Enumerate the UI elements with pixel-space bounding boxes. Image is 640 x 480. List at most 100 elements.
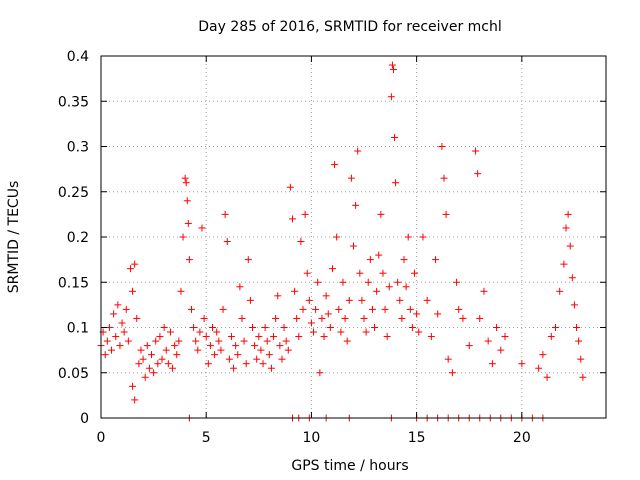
data-point: [387, 93, 395, 101]
data-point: [423, 296, 431, 304]
data-point: [419, 233, 427, 241]
data-point: [194, 346, 202, 354]
data-point: [219, 305, 227, 313]
data-point: [227, 333, 235, 341]
y-tick-label: 0.4: [67, 49, 89, 65]
data-point: [570, 301, 578, 309]
data-point: [362, 328, 370, 336]
data-point: [389, 66, 397, 74]
data-point: [192, 337, 200, 345]
x-tick-label: 10: [303, 430, 321, 446]
data-point: [501, 333, 509, 341]
data-point: [259, 360, 267, 368]
y-tick-label: 0.2: [67, 230, 89, 246]
data-point: [303, 269, 311, 277]
data-point: [312, 305, 320, 313]
data-point: [182, 179, 190, 187]
data-point: [183, 197, 191, 205]
y-tick-label: 0.3: [67, 140, 89, 156]
data-point: [238, 314, 246, 322]
data-point: [579, 373, 587, 381]
data-point: [518, 360, 526, 368]
data-point: [562, 224, 570, 232]
data-point: [493, 324, 501, 331]
data-point: [343, 337, 351, 345]
data-point: [291, 287, 299, 295]
data-point: [101, 351, 109, 359]
data-point: [568, 274, 576, 282]
data-point: [175, 337, 183, 345]
data-point: [391, 133, 399, 141]
data-point: [347, 174, 355, 182]
y-axis-label: SRMTID / TECUs: [6, 181, 22, 294]
data-point: [263, 337, 271, 345]
data-point: [152, 337, 160, 345]
data-point: [158, 355, 166, 363]
data-point: [427, 333, 435, 341]
data-point: [392, 179, 400, 187]
data-point: [373, 287, 381, 295]
y-tick-label: 0.35: [58, 94, 89, 110]
data-point: [564, 210, 572, 218]
data-point: [137, 346, 145, 354]
data-point: [126, 265, 134, 273]
data-point: [272, 314, 280, 322]
data-point: [406, 305, 414, 313]
data-point: [215, 337, 223, 345]
data-point: [105, 324, 113, 331]
data-point: [404, 233, 412, 241]
data-point: [162, 346, 170, 354]
data-point: [394, 278, 402, 286]
data-point: [465, 342, 473, 350]
data-point: [497, 346, 505, 354]
data-point: [198, 224, 206, 232]
data-point: [552, 324, 559, 331]
data-point: [358, 296, 366, 304]
data-point: [301, 210, 309, 218]
data-point: [242, 360, 250, 368]
data-point: [335, 305, 343, 313]
y-tick-label: 0.25: [58, 185, 89, 201]
data-point: [223, 238, 231, 246]
data-point: [184, 219, 192, 227]
data-point: [286, 183, 294, 191]
data-point: [415, 328, 423, 336]
data-point: [187, 305, 195, 313]
data-point: [476, 314, 484, 322]
y-tick-label: 0.15: [58, 275, 89, 291]
data-point: [103, 337, 111, 345]
data-point: [122, 305, 130, 313]
data-point: [112, 333, 120, 341]
data-point: [253, 355, 261, 363]
data-point: [246, 296, 254, 304]
data-point: [209, 324, 217, 331]
data-point: [255, 333, 263, 341]
data-point: [438, 143, 446, 150]
data-point: [472, 147, 480, 155]
data-point: [383, 333, 391, 341]
data-point: [455, 305, 463, 313]
data-point: [398, 314, 406, 322]
data-point: [139, 355, 147, 363]
data-point: [333, 233, 341, 241]
data-point: [400, 256, 408, 264]
data-point: [114, 301, 122, 309]
data-point: [360, 314, 368, 322]
data-point: [371, 324, 379, 331]
data-point: [364, 278, 372, 286]
data-point: [295, 333, 303, 341]
x-tick-label: 15: [408, 430, 426, 446]
data-point: [326, 324, 334, 331]
data-point: [179, 233, 187, 241]
data-point: [251, 342, 259, 350]
data-point: [217, 346, 225, 354]
data-point: [345, 296, 353, 304]
data-point: [375, 251, 383, 259]
data-point: [299, 305, 307, 313]
data-point: [143, 342, 151, 350]
data-point: [156, 333, 164, 341]
data-point: [267, 364, 275, 372]
data-point: [316, 369, 324, 377]
grid: [101, 56, 606, 418]
